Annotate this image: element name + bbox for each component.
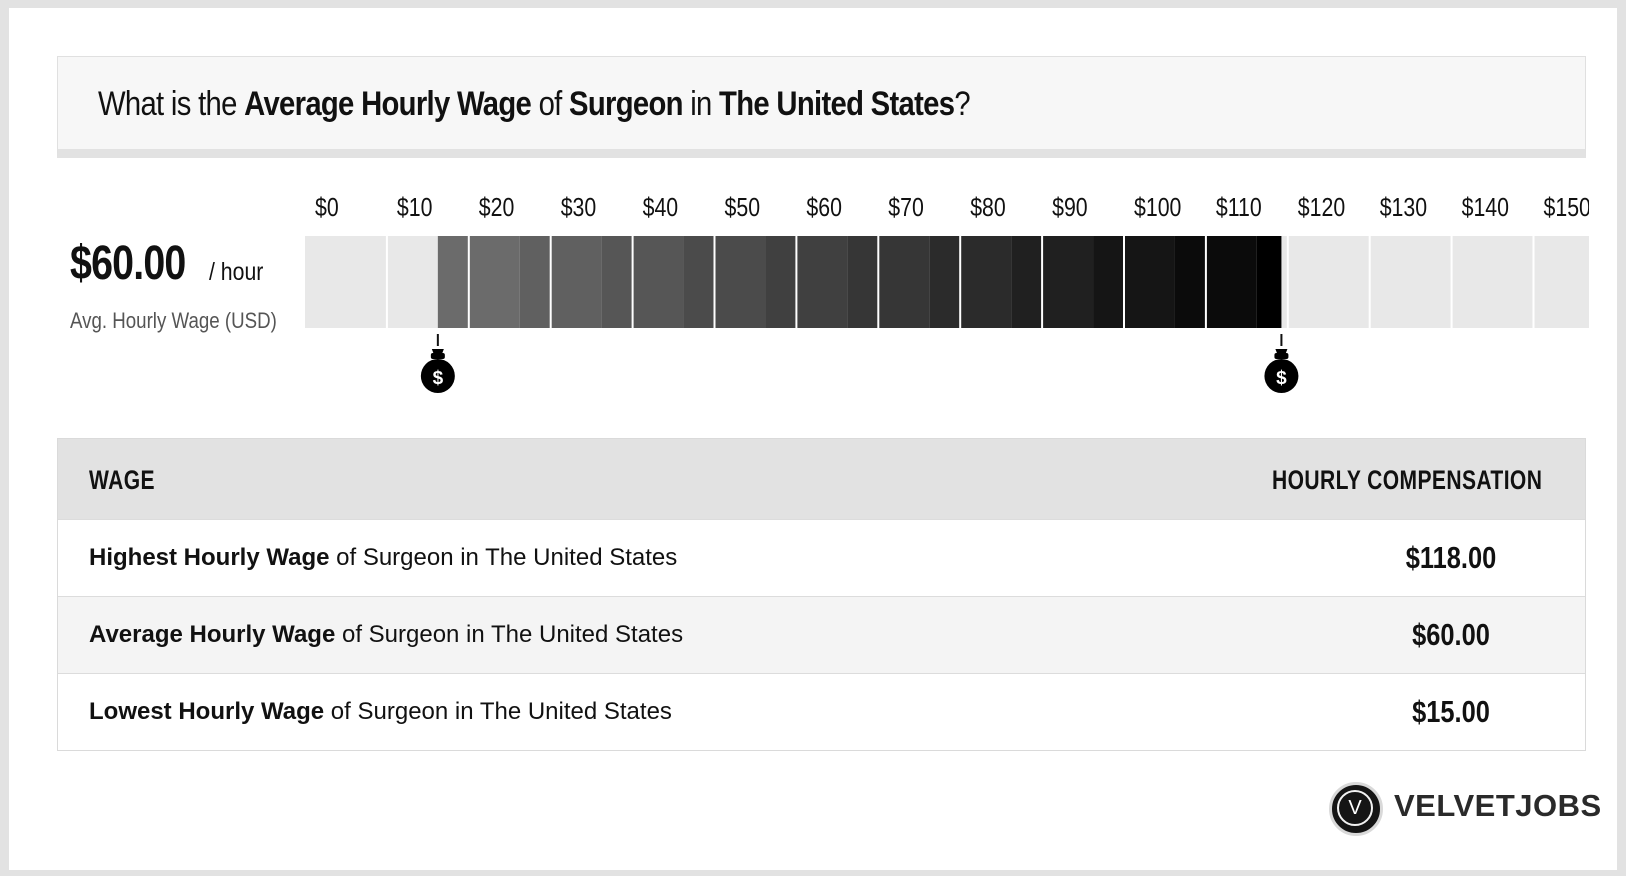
range-segment <box>929 236 1012 328</box>
row-value: $118.00 <box>1405 540 1497 575</box>
header-wage: WAGE <box>89 465 155 495</box>
row-label: Average Hourly Wage of Surgeon in The Un… <box>89 621 683 649</box>
tick-label: $150+ <box>1544 193 1590 223</box>
range-segment <box>1256 236 1282 328</box>
row-label-bold: Highest Hourly Wage <box>89 544 330 571</box>
scale-divider <box>467 236 470 328</box>
svg-text:$: $ <box>1276 368 1287 389</box>
row-label-rest: of Surgeon in The United States <box>329 544 678 571</box>
tick-label: $20 <box>479 193 515 223</box>
row-label-rest: of Surgeon in The United States <box>324 698 672 725</box>
tick-label: $120 <box>1298 193 1345 223</box>
tick-label: $100 <box>1134 193 1181 223</box>
average-wage-value: $60.00 <box>70 237 186 290</box>
title-job: Surgeon <box>569 85 683 123</box>
scale-divider <box>385 236 388 328</box>
tick-label: $10 <box>397 193 433 223</box>
row-value: $60.00 <box>1412 617 1490 652</box>
title-text: in <box>682 85 720 123</box>
average-wage-unit: / hour <box>209 258 264 286</box>
table-row-highest: Highest Hourly Wage of Surgeon in The Un… <box>58 519 1585 596</box>
money-bag-icon: $ <box>420 334 455 393</box>
range-segment <box>1093 236 1175 328</box>
scale-divider <box>959 236 962 328</box>
wage-range-chart: $0 $10 $20 $30 $40 $50 $60 $70 $80 $90 $100 $110 $12… <box>305 193 1589 393</box>
scale-divider <box>1450 236 1453 328</box>
scale-divider <box>795 236 798 328</box>
tick-label: $110 <box>1216 193 1262 223</box>
svg-text:$: $ <box>433 368 444 389</box>
scale-divider <box>1041 236 1044 328</box>
row-value: $15.00 <box>1412 694 1490 729</box>
tick-label: $60 <box>806 193 842 223</box>
tick-labels: $0 $10 $20 $30 $40 $50 $60 $70 $80 $90 $100 $110 $12… <box>315 193 1589 223</box>
tick-label: $0 <box>315 193 339 223</box>
logo-letter: V <box>1337 790 1373 826</box>
range-segment <box>1174 236 1257 328</box>
logo-badge: V <box>1329 782 1383 836</box>
tick-label: $140 <box>1462 193 1509 223</box>
tick-label: $90 <box>1052 193 1088 223</box>
velvetjobs-logo: V VELVETJOBS <box>1329 780 1601 838</box>
scale-divider <box>1532 236 1535 328</box>
range-segment <box>1011 236 1094 328</box>
row-label: Highest Hourly Wage of Surgeon in The Un… <box>89 544 677 572</box>
average-wage-caption: Avg. Hourly Wage (USD) <box>70 308 277 333</box>
tick-label: $80 <box>970 193 1006 223</box>
logo-wordmark: VELVETJOBS <box>1394 788 1602 823</box>
scale-divider <box>1204 236 1207 328</box>
scale-divider <box>1368 236 1371 328</box>
range-segment <box>765 236 848 328</box>
title-box: What is the Average Hourly Wage of Surge… <box>57 56 1586 158</box>
tick-label: $40 <box>643 193 679 223</box>
range-segment <box>519 236 602 328</box>
row-label-bold: Average Hourly Wage <box>89 621 336 648</box>
title-location: The United States <box>719 85 955 123</box>
tick-label: $70 <box>888 193 924 223</box>
page-title: What is the Average Hourly Wage of Surge… <box>98 85 971 124</box>
tick-label: $130 <box>1380 193 1427 223</box>
row-label-rest: of Surgeon in The United States <box>335 621 684 648</box>
scale-divider <box>549 236 552 328</box>
row-label-bold: Lowest Hourly Wage <box>89 698 325 725</box>
tick-label: $50 <box>725 193 761 223</box>
row-label: Lowest Hourly Wage of Surgeon in The Uni… <box>89 698 672 726</box>
range-segment <box>847 236 930 328</box>
tick-label: $30 <box>561 193 597 223</box>
scale-divider <box>713 236 716 328</box>
table-row-lowest: Lowest Hourly Wage of Surgeon in The Uni… <box>58 673 1585 750</box>
scale-divider <box>1123 236 1125 328</box>
range-segment <box>683 236 766 328</box>
scale-divider <box>1286 236 1289 328</box>
title-text: What is the <box>98 85 245 123</box>
title-text: ? <box>954 85 970 123</box>
table-row-average: Average Hourly Wage of Surgeon in The Un… <box>58 596 1585 673</box>
wage-scale-bar <box>305 236 1589 328</box>
table-header: WAGE HOURLY COMPENSATION <box>58 439 1585 519</box>
range-markers: $ $ <box>420 334 1299 393</box>
wage-table: WAGE HOURLY COMPENSATION Highest Hourly … <box>57 438 1586 751</box>
range-segment <box>437 236 520 328</box>
title-metric: Average Hourly Wage <box>244 85 532 123</box>
header-hourly-compensation: HOURLY COMPENSATION <box>1272 465 1543 495</box>
title-text: of <box>531 85 570 123</box>
scale-divider <box>877 236 880 328</box>
range-segment <box>601 236 684 328</box>
money-bag-icon: $ <box>1264 334 1299 393</box>
scale-divider <box>631 236 634 328</box>
